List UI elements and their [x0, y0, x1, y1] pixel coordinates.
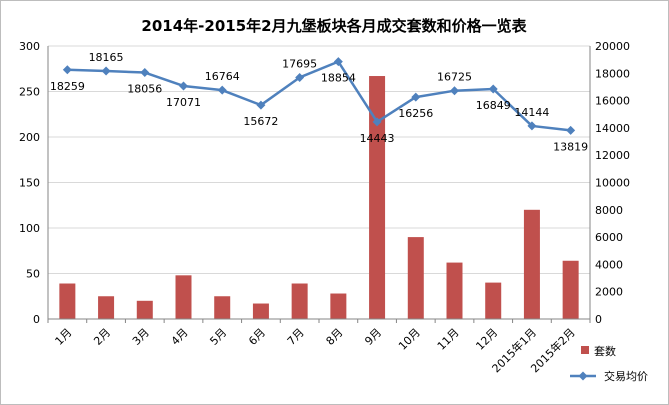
bar-2015年2月: [562, 260, 579, 319]
price-line: [67, 60, 571, 132]
bar-8月: [330, 293, 347, 319]
x-tick-label: 10月: [396, 326, 423, 353]
y-left-tick-label: 150: [19, 177, 40, 190]
data-label: 14144: [514, 106, 549, 119]
legend-bar-label: 套数: [594, 345, 616, 358]
data-label: 16725: [437, 71, 472, 84]
data-label: 18259: [50, 80, 85, 93]
data-label: 16849: [476, 99, 511, 112]
x-tick-label: 1月: [53, 326, 75, 348]
bar-9月: [369, 76, 386, 319]
price-marker-11月: [450, 86, 459, 96]
y-axis-right: 0 2000 4000 6000 8000 10000 12000 14000 16000 180…: [595, 40, 630, 326]
data-label: 17071: [166, 96, 201, 109]
y-axis-left: 0 50 100 150 200 250 300: [19, 40, 40, 326]
y-left-tick-label: 200: [19, 131, 40, 144]
data-label: 13819: [553, 140, 588, 153]
legend: 套数 交易均价: [570, 345, 648, 383]
data-label: 18056: [127, 83, 162, 96]
data-label: 18854: [321, 72, 356, 85]
bar-series: [59, 76, 579, 319]
y-right-tick-label: 18000: [595, 67, 630, 80]
price-marker-5月: [217, 85, 227, 95]
bar-11月: [446, 262, 463, 319]
x-tick-label: 12月: [473, 326, 500, 353]
y-right-tick-label: 20000: [595, 40, 630, 53]
price-marker-3月: [140, 68, 150, 78]
data-labels: 18259 18165 18056 17071 16764 15672 17695 18854…: [50, 51, 588, 153]
x-tick-label: 2月: [91, 326, 113, 348]
y-right-tick-label: 0: [595, 313, 602, 326]
price-marker-2015年1月: [527, 121, 537, 131]
bar-2月: [98, 296, 115, 319]
price-marker-7月: [295, 72, 305, 82]
y-right-tick-label: 10000: [595, 177, 630, 190]
axes: [47, 46, 591, 323]
y-right-tick-label: 8000: [595, 204, 623, 217]
price-marker-9月: [372, 117, 382, 127]
y-left-tick-label: 250: [19, 86, 40, 99]
data-label: 14443: [360, 132, 395, 145]
bar-12月: [485, 282, 502, 319]
y-right-tick-label: 2000: [595, 286, 623, 299]
y-left-tick-label: 50: [26, 268, 40, 281]
x-tick-label: 6月: [246, 326, 268, 348]
bar-1月: [59, 283, 76, 319]
x-tick-label: 3月: [130, 326, 152, 348]
x-tick-label: 5月: [207, 326, 229, 348]
data-label: 16256: [398, 107, 433, 120]
x-axis: 1月 2月 3月 4月 5月 6月 7月 8月 9月 10月 11月 12月2015年1月2015年2…: [53, 325, 578, 375]
x-tick-label: 8月: [324, 326, 346, 348]
price-marker-2015年2月: [566, 125, 576, 135]
y-right-tick-label: 4000: [595, 258, 623, 271]
y-left-tick-label: 0: [33, 313, 40, 326]
y-left-tick-label: 100: [19, 222, 40, 235]
y-right-tick-label: 16000: [595, 95, 630, 108]
legend-bar-swatch: [581, 346, 589, 354]
price-marker-12月: [488, 84, 498, 94]
legend-line-marker: [578, 371, 588, 381]
price-marker-2月: [101, 66, 111, 76]
line-series: [62, 57, 576, 135]
x-tick-label: 4月: [169, 326, 191, 348]
y-left-tick-label: 300: [19, 40, 40, 53]
price-marker-6月: [256, 100, 266, 110]
y-right-tick-label: 6000: [595, 231, 623, 244]
chart-title: 2014年-2015年2月九堡板块各月成交套数和价格一览表: [141, 17, 527, 35]
bar-2015年1月: [523, 209, 540, 319]
bar-3月: [136, 300, 153, 319]
data-label: 15672: [243, 115, 278, 128]
legend-line-label: 交易均价: [604, 369, 648, 383]
x-tick-label: 9月: [362, 326, 384, 348]
y-right-tick-label: 14000: [595, 122, 630, 135]
price-marker-10月: [411, 92, 421, 102]
bar-4月: [175, 275, 192, 319]
data-label: 17695: [282, 57, 317, 70]
price-marker-8月: [333, 57, 343, 67]
x-tick-label: 7月: [285, 326, 307, 348]
data-label: 16764: [205, 70, 240, 83]
y-right-tick-label: 12000: [595, 149, 630, 162]
bar-10月: [407, 237, 424, 319]
bar-7月: [291, 283, 308, 319]
price-marker-1月: [62, 65, 72, 75]
x-tick-label: 11月: [435, 326, 462, 353]
price-marker-4月: [179, 81, 188, 91]
data-label: 18165: [89, 51, 124, 64]
bar-5月: [214, 296, 231, 319]
bar-6月: [252, 303, 269, 319]
